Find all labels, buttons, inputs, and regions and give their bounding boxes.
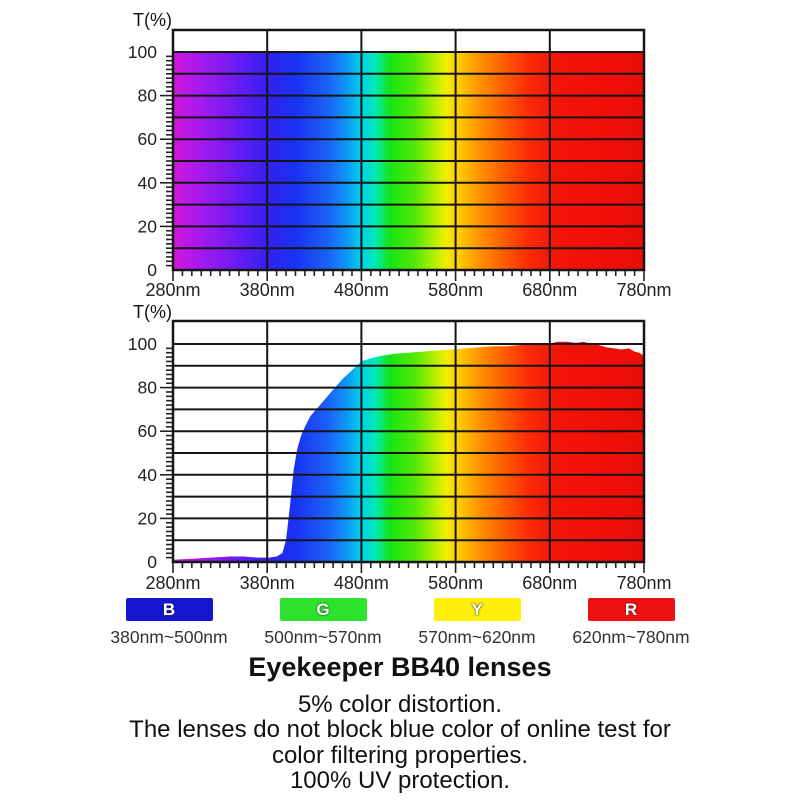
legend-range-green: 500nm~570nm	[264, 627, 382, 647]
x-tick-label: 280nm	[145, 280, 200, 300]
bb40-lens-transmission-area	[173, 341, 644, 562]
x-tick-label: 280nm	[145, 573, 200, 593]
y-tick-label: 20	[138, 508, 158, 528]
product-title: Eyekeeper BB40 lenses	[248, 652, 552, 682]
x-tick-label: 480nm	[334, 280, 389, 300]
legend-range-yellow: 570nm~620nm	[418, 627, 536, 647]
caption-line-4: 100% UV protection.	[289, 767, 511, 795]
y-tick-label: 80	[138, 378, 158, 398]
x-tick-label: 580nm	[428, 280, 483, 300]
legend-swatch-blue: B	[125, 598, 213, 621]
y-tick-label: 40	[138, 173, 158, 193]
x-tick-label: 380nm	[240, 573, 295, 593]
caption-line-3: color filtering properties.	[271, 741, 529, 769]
y-tick-label: 60	[138, 421, 158, 441]
legend-item-yellow: Y 570nm~620nm	[418, 598, 536, 648]
y-tick-label: 100	[128, 334, 157, 354]
x-tick-label: 780nm	[616, 280, 671, 300]
x-tick-label: 380nm	[240, 280, 295, 300]
y-tick-label: 20	[138, 216, 158, 236]
legend-range-blue: 380nm~500nm	[110, 627, 228, 647]
legend-letter-r: R	[624, 599, 638, 619]
legend-swatch-green: G	[279, 598, 367, 621]
y-tick-label: 60	[138, 129, 158, 149]
x-tick-label: 780nm	[616, 573, 671, 593]
plot-border	[171, 28, 646, 272]
y-tick-label: 100	[128, 42, 157, 62]
x-tick-label: 480nm	[334, 573, 389, 593]
y-axis-title: T(%)	[133, 10, 172, 30]
caption-block: Eyekeeper BB40 lenses 5% color distortio…	[0, 652, 800, 794]
legend-item-blue: B 380nm~500nm	[110, 598, 228, 648]
x-tick-label: 680nm	[522, 280, 577, 300]
caption-line-1: 5% color distortion.	[297, 691, 503, 718]
y-tick-label: 0	[147, 552, 157, 572]
legend-swatch-red: R	[587, 598, 675, 621]
color-band-legend: B 380nm~500nm G 500nm~570nm Y 570nm~620n…	[0, 598, 800, 648]
legend-letter-y: Y	[471, 599, 483, 619]
x-tick-label: 680nm	[522, 573, 577, 593]
spectrum-charts: 0 20 40 60 80 100 280nm 380nm 480nm 580nm 680nm 780…	[128, 10, 672, 593]
x-tick-label: 580nm	[428, 573, 483, 593]
y-tick-label: 40	[138, 465, 158, 485]
y-axis-title: T(%)	[133, 302, 172, 322]
legend-swatch-yellow: Y	[433, 598, 521, 621]
legend-range-red: 620nm~780nm	[572, 627, 690, 647]
caption-line-2: The lenses do not block blue color of on…	[129, 716, 671, 744]
legend-letter-b: B	[162, 599, 176, 619]
legend-letter-g: G	[316, 599, 330, 619]
legend-item-green: G 500nm~570nm	[264, 598, 382, 648]
y-tick-label: 0	[147, 260, 157, 280]
y-tick-label: 80	[138, 86, 158, 106]
plot-border	[171, 319, 646, 564]
legend-item-red: R 620nm~780nm	[572, 598, 690, 648]
